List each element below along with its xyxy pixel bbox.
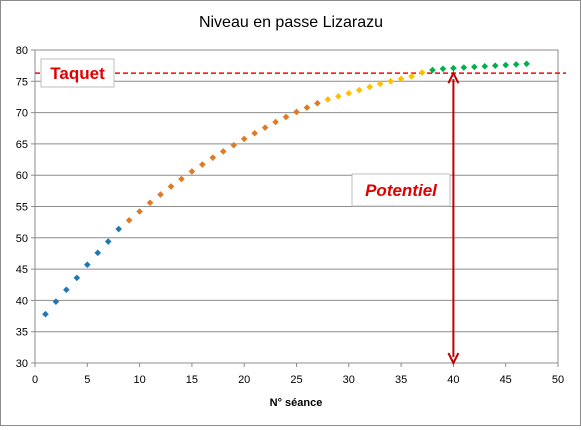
y-tick-label: 45 [16,264,28,276]
data-point [115,225,122,233]
data-point [376,80,384,88]
x-tick-label: 30 [343,374,355,386]
data-point [314,99,321,107]
data-point [230,141,238,149]
data-point [502,61,509,69]
data-point [219,148,227,155]
y-tick-label: 40 [16,295,28,307]
data-point [429,66,436,74]
x-tick-label: 25 [290,374,302,386]
x-tick-label: 15 [186,374,198,386]
data-point [209,154,217,161]
y-tick-label: 80 [16,45,28,57]
data-point [387,78,394,85]
data-point [42,310,49,318]
y-tick-label: 65 [16,139,28,151]
data-point [324,96,332,103]
x-tick-label: 5 [84,374,90,386]
data-point [397,75,405,83]
data-point [261,124,269,131]
x-tick-label: 10 [133,374,145,386]
x-tick-label: 35 [395,374,407,386]
data-point [272,118,279,126]
data-point [355,86,363,94]
y-tick-label: 50 [16,233,28,245]
data-point [471,63,478,71]
data-point [73,274,81,282]
data-point [167,183,175,190]
data-point [94,249,102,257]
data-point [125,216,133,224]
data-point [282,113,290,121]
data-point [199,161,206,168]
chart-title: Niveau en passe Lizarazu [199,14,383,31]
data-point [450,64,457,72]
data-point [345,89,353,97]
data-point [178,175,185,183]
data-point [63,286,70,294]
annotations: Taquet Potentiel [40,58,460,366]
y-tick-label: 55 [16,202,28,214]
arrow-head-top [447,70,460,84]
data-point [136,208,143,215]
data-point [439,65,447,73]
axes: 30 35 40 45 50 55 60 65 70 75 80 0 5 10 15 20 25 30 35 40 45… [16,45,564,386]
y-tick-label: 35 [16,327,28,339]
x-tick-label: 40 [447,374,459,386]
data-point [84,261,91,269]
data-point [104,238,112,245]
annotation-box-potentiel [351,173,451,207]
data-point [418,69,426,76]
data-point [523,60,530,68]
x-tick-label: 50 [552,374,564,386]
data-point [251,129,258,137]
annotation-box-taquet [40,58,115,88]
data-point [303,104,311,111]
x-tick-label: 20 [238,374,250,386]
data-point [335,93,342,100]
data-point [481,62,489,70]
y-tick-label: 70 [16,108,28,120]
x-tick-label: 0 [32,374,38,386]
data-point [146,199,154,207]
data-points [42,60,530,318]
data-point [491,62,499,69]
data-point [240,135,248,143]
y-tick-label: 30 [16,358,28,370]
data-point [366,83,374,91]
annotation-label-potentiel: Potentiel [365,181,438,200]
y-tick-label: 75 [16,76,28,88]
data-point [188,168,196,175]
x-tick-label: 45 [500,374,512,386]
arrow-head-bottom [447,352,460,366]
annotation-label-taquet: Taquet [50,64,105,83]
data-point [408,72,415,80]
data-point [293,108,300,116]
data-point [512,61,520,68]
data-point [460,64,468,71]
data-point [52,298,60,305]
y-tick-label: 60 [16,170,28,182]
x-axis-label: N° séance [270,397,323,409]
data-point [157,191,164,198]
